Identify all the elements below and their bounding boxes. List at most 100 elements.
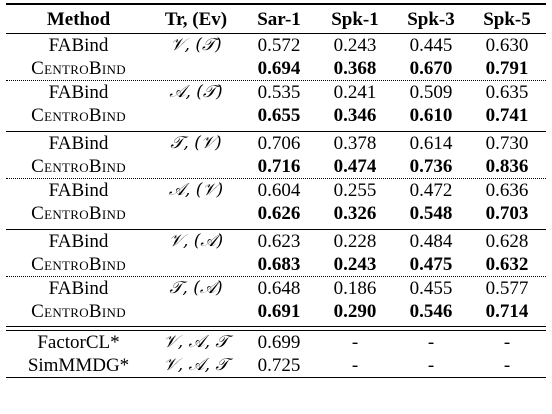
score-cell: 0.699: [257, 332, 301, 353]
score-cell-best: 0.655: [257, 105, 301, 126]
method-name: CentroBind: [31, 156, 126, 177]
score-cell-best: 0.836: [485, 156, 529, 177]
header-row: Method Tr, (Ev) Sar-1 Spk-1 Spk-3 Spk-5: [6, 5, 546, 33]
method-name: FABind: [48, 278, 109, 299]
score-cell-best: 0.548: [409, 203, 453, 224]
score-cell-best: 0.243: [333, 254, 377, 275]
score-cell: -: [503, 355, 511, 376]
header-spk-5: Spk-5: [483, 8, 531, 30]
score-cell-best: 0.714: [485, 301, 529, 322]
double-rule: [6, 326, 546, 331]
score-cell-best: 0.475: [409, 254, 453, 275]
score-cell: 0.509: [409, 82, 453, 103]
score-cell: 0.378: [333, 133, 377, 154]
score-cell: 0.241: [333, 82, 377, 103]
score-cell: 0.623: [257, 231, 301, 252]
score-cell-best: 0.610: [409, 105, 453, 126]
table-row: FABind 𝒜, (𝒯) 0.535 0.241 0.509 0.635: [6, 81, 546, 104]
group-separator: [6, 131, 546, 132]
score-cell-best: 0.683: [257, 254, 301, 275]
score-cell-best: 0.716: [257, 156, 301, 177]
header-tr: Tr, (Ev): [164, 8, 228, 30]
top-rule: [6, 3, 546, 5]
table-row: FABind 𝒯, (𝒱) 0.706 0.378 0.614 0.730: [6, 132, 546, 155]
method-name: CentroBind: [31, 58, 126, 79]
score-cell: 0.445: [409, 35, 453, 56]
score-cell-best: 0.474: [333, 156, 377, 177]
score-cell-best: 0.736: [409, 156, 453, 177]
score-cell: -: [503, 332, 511, 353]
train-eval-setting: 𝒱, 𝒜, 𝒯: [163, 332, 229, 352]
header-rule: [6, 33, 546, 34]
table-row: CentroBind 0.691 0.290 0.546 0.714: [6, 300, 546, 323]
table-row: FABind 𝒱, (𝒯) 0.572 0.243 0.445 0.630: [6, 34, 546, 57]
dotted-separator: [6, 80, 546, 81]
table-row: CentroBind 0.683 0.243 0.475 0.632: [6, 253, 546, 276]
score-cell: 0.535: [257, 82, 301, 103]
score-cell: 0.243: [333, 35, 377, 56]
score-cell-best: 0.632: [485, 254, 529, 275]
score-cell-best: 0.368: [333, 58, 377, 79]
score-cell: 0.725: [257, 355, 301, 376]
score-cell: 0.186: [333, 278, 377, 299]
score-cell-best: 0.326: [333, 203, 377, 224]
train-eval-setting: 𝒱, (𝒜): [168, 231, 224, 251]
score-cell-best: 0.741: [485, 105, 529, 126]
score-cell: 0.730: [485, 133, 529, 154]
score-cell: 0.630: [485, 35, 529, 56]
method-name: SimMMDG*: [27, 355, 130, 376]
method-name: CentroBind: [31, 203, 126, 224]
train-eval-setting: 𝒯, (𝒱): [170, 133, 222, 153]
score-cell: 0.484: [409, 231, 453, 252]
score-cell-best: 0.290: [333, 301, 377, 322]
dotted-separator: [6, 178, 546, 179]
train-eval-setting: 𝒱, (𝒯): [170, 35, 222, 55]
score-cell: 0.614: [409, 133, 453, 154]
score-cell: 0.455: [409, 278, 453, 299]
method-name: CentroBind: [31, 105, 126, 126]
score-cell-best: 0.346: [333, 105, 377, 126]
score-cell-best: 0.626: [257, 203, 301, 224]
score-cell: 0.228: [333, 231, 377, 252]
score-cell: 0.577: [485, 278, 529, 299]
table-row: FABind 𝒱, (𝒜) 0.623 0.228 0.484 0.628: [6, 230, 546, 253]
table-row: CentroBind 0.716 0.474 0.736 0.836: [6, 155, 546, 178]
score-cell: 0.706: [257, 133, 301, 154]
method-name: FactorCL*: [37, 332, 120, 353]
table-row: FactorCL* 𝒱, 𝒜, 𝒯 0.699 - - -: [6, 331, 546, 354]
results-table: Method Tr, (Ev) Sar-1 Spk-1 Spk-3 Spk-5 …: [6, 3, 546, 378]
score-cell-best: 0.691: [257, 301, 301, 322]
method-name: CentroBind: [31, 301, 126, 322]
table-row: FABind 𝒜, (𝒱) 0.604 0.255 0.472 0.636: [6, 179, 546, 202]
score-cell: 0.648: [257, 278, 301, 299]
method-name: FABind: [48, 35, 109, 56]
score-cell: 0.472: [409, 180, 453, 201]
method-name: FABind: [48, 231, 109, 252]
score-cell-best: 0.791: [485, 58, 529, 79]
score-cell-best: 0.670: [409, 58, 453, 79]
header-spk-3: Spk-3: [407, 8, 455, 30]
method-name: FABind: [48, 133, 109, 154]
score-cell: 0.628: [485, 231, 529, 252]
score-cell: -: [351, 332, 359, 353]
method-name: FABind: [48, 82, 109, 103]
table-row: SimMMDG* 𝒱, 𝒜, 𝒯 0.725 - - -: [6, 354, 546, 377]
table-row: FABind 𝒯, (𝒜) 0.648 0.186 0.455 0.577: [6, 277, 546, 300]
bottom-rule: [6, 377, 546, 378]
header-method: Method: [46, 8, 111, 30]
score-cell: -: [351, 355, 359, 376]
table-row: CentroBind 0.694 0.368 0.670 0.791: [6, 57, 546, 80]
table-row: CentroBind 0.655 0.346 0.610 0.741: [6, 104, 546, 127]
train-eval-setting: 𝒯, (𝒜): [169, 278, 223, 298]
group-separator: [6, 229, 546, 230]
train-eval-setting: 𝒱, 𝒜, 𝒯: [163, 355, 229, 375]
score-cell: 0.636: [485, 180, 529, 201]
score-cell: -: [427, 355, 435, 376]
table-body: FABind 𝒱, (𝒯) 0.572 0.243 0.445 0.630 CentroBi…: [6, 34, 546, 323]
score-cell: 0.255: [333, 180, 377, 201]
table-row: CentroBind 0.626 0.326 0.548 0.703: [6, 202, 546, 225]
method-name: FABind: [48, 180, 109, 201]
header-spk-1: Spk-1: [331, 8, 379, 30]
score-cell-best: 0.703: [485, 203, 529, 224]
